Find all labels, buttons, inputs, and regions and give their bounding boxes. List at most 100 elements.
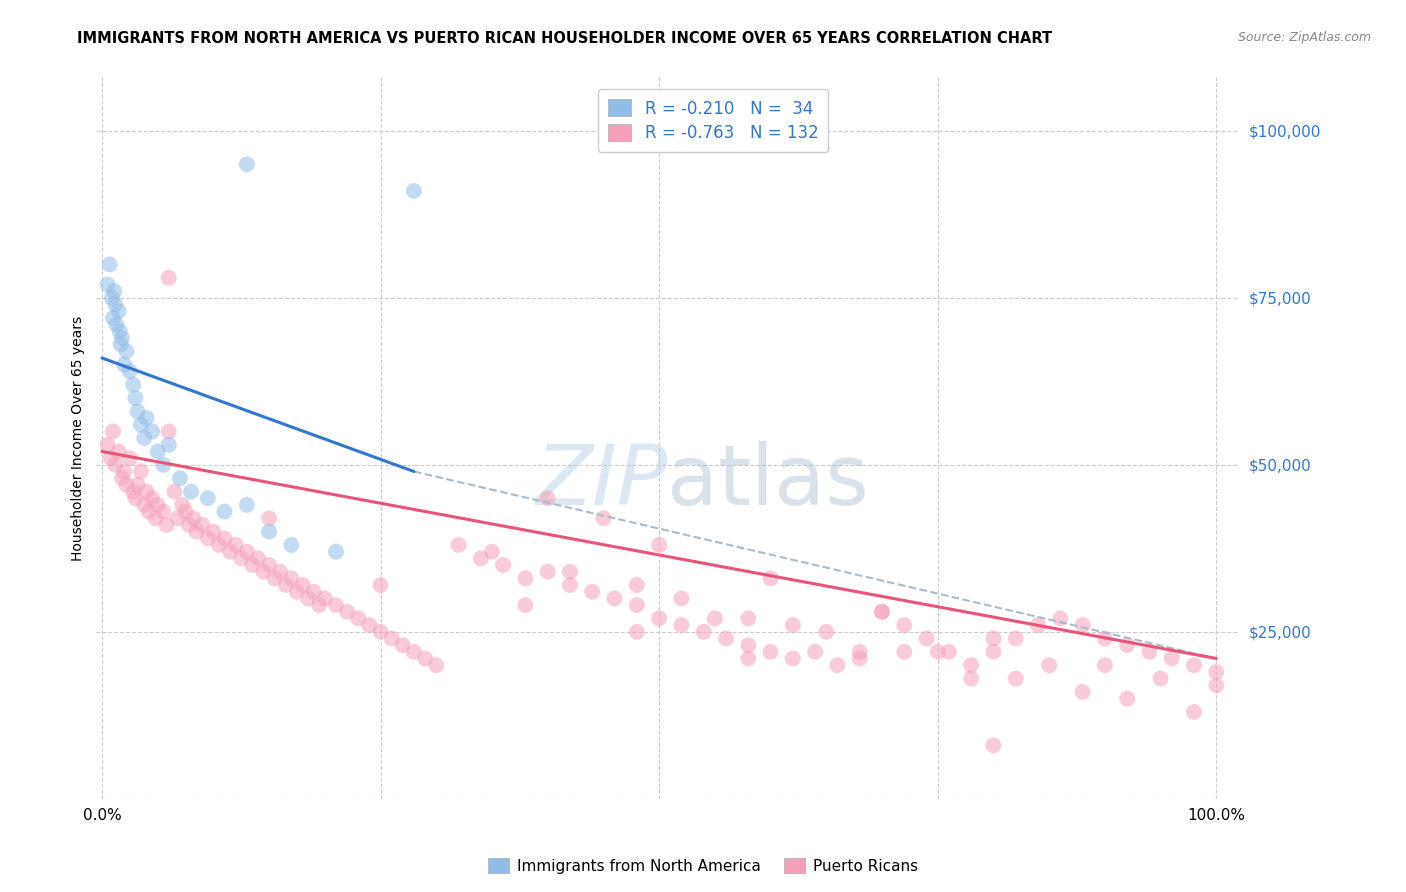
Point [138,505,160,519]
Point [325,544,347,558]
Point [960,672,983,686]
Point [1038,658,1060,673]
Point [938,645,960,659]
Point [603,591,626,606]
Point [214,531,236,545]
Point [107,304,129,318]
Point [257,511,280,525]
Point [112,465,135,479]
Point [124,391,146,405]
Point [127,478,149,492]
Point [671,618,693,632]
Point [558,565,581,579]
Point [246,551,269,566]
Point [191,517,214,532]
Point [314,591,336,606]
Point [737,611,759,625]
Point [172,498,194,512]
Point [370,624,392,639]
Point [197,491,219,506]
Point [381,632,404,646]
Point [115,344,138,359]
Point [101,425,124,439]
Point [225,538,247,552]
Point [174,505,197,519]
Point [112,358,135,372]
Point [104,458,127,472]
Point [1205,665,1227,679]
Point [782,618,804,632]
Point [1071,685,1094,699]
Legend: R = -0.210   N =  34, R = -0.763   N = 132: R = -0.210 N = 34, R = -0.763 N = 132 [598,89,828,153]
Point [280,538,302,552]
Point [163,484,186,499]
Point [359,618,381,632]
Point [581,584,603,599]
Point [129,417,152,432]
Point [671,591,693,606]
Point [269,565,291,579]
Point [274,578,297,592]
Point [101,310,124,325]
Point [122,377,145,392]
Point [648,611,671,625]
Point [402,184,425,198]
Point [104,297,127,311]
Point [402,645,425,659]
Point [107,444,129,458]
Point [115,478,138,492]
Point [231,551,253,566]
Point [134,431,156,445]
Point [370,578,392,592]
Point [692,624,714,639]
Point [129,465,152,479]
Point [302,584,325,599]
Text: atlas: atlas [668,441,869,522]
Point [537,491,560,506]
Point [157,425,180,439]
Point [1116,638,1139,652]
Point [425,658,447,673]
Point [737,638,759,652]
Point [214,505,236,519]
Point [257,524,280,539]
Point [848,651,870,665]
Point [759,645,782,659]
Point [648,538,671,552]
Point [177,517,200,532]
Point [134,498,156,512]
Point [285,584,308,599]
Point [626,624,648,639]
Point [870,605,893,619]
Point [308,598,330,612]
Text: ZIP: ZIP [536,441,668,522]
Point [1094,658,1116,673]
Point [100,451,122,466]
Point [146,444,169,458]
Point [280,571,302,585]
Point [1160,651,1182,665]
Point [124,491,146,506]
Point [447,538,470,552]
Point [103,284,125,298]
Point [111,471,134,485]
Point [157,270,180,285]
Point [983,739,1005,753]
Point [157,438,180,452]
Point [141,425,163,439]
Point [145,511,167,525]
Point [118,451,141,466]
Point [848,645,870,659]
Point [240,558,263,572]
Point [186,524,208,539]
Point [1149,672,1171,686]
Point [703,611,725,625]
Point [122,484,145,499]
Point [152,458,174,472]
Point [960,658,983,673]
Point [470,551,492,566]
Point [537,565,560,579]
Point [592,511,614,525]
Point [737,651,759,665]
Point [146,498,169,512]
